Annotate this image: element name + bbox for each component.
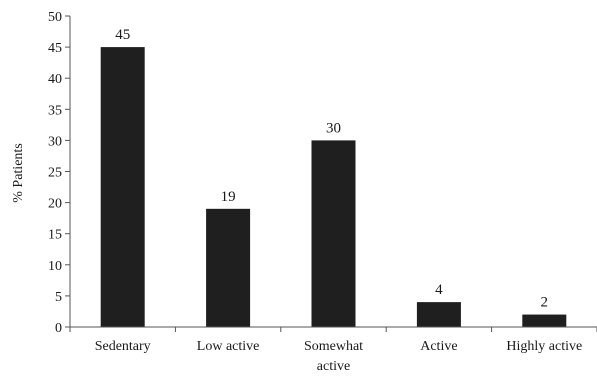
- x-axis: Sedentary Low active Somewhat active Active H…: [69, 326, 597, 374]
- x-tick-label: active: [317, 359, 350, 374]
- y-tick-label: 5: [55, 290, 62, 305]
- bar-value-label: 2: [541, 295, 549, 311]
- x-tick-label: Active: [420, 339, 457, 354]
- y-tick-label: 40: [48, 72, 62, 87]
- x-tick-label: Somewhat: [304, 339, 363, 354]
- x-tick-label: Low active: [197, 339, 260, 354]
- x-tick-label: Highly active: [506, 339, 582, 354]
- bar: [311, 140, 356, 327]
- bars: 45 19 30 4 2: [100, 27, 567, 327]
- bar-value-label: 4: [435, 282, 443, 298]
- bar-value-label: 45: [115, 27, 130, 43]
- y-tick-label: 25: [48, 166, 62, 181]
- y-axis: 0 5 10 15 20 25 30 35 40 45 50: [48, 10, 71, 336]
- y-axis-title: % Patients: [11, 143, 26, 203]
- bar: [206, 208, 251, 327]
- y-tick-label: 35: [48, 103, 62, 118]
- y-tick-label: 15: [48, 228, 62, 243]
- y-tick-label: 20: [48, 197, 62, 212]
- bar-value-label: 19: [221, 189, 236, 205]
- y-tick-label: 50: [48, 10, 62, 25]
- y-tick-label: 45: [48, 41, 62, 56]
- bar: [416, 302, 461, 327]
- y-tick-label: 0: [55, 321, 62, 336]
- x-tick-label: Sedentary: [95, 339, 151, 354]
- bar: [100, 47, 145, 327]
- y-tick-label: 10: [48, 259, 62, 274]
- bar-value-label: 30: [326, 120, 341, 136]
- y-tick-label: 30: [48, 134, 62, 149]
- bar: [522, 314, 567, 327]
